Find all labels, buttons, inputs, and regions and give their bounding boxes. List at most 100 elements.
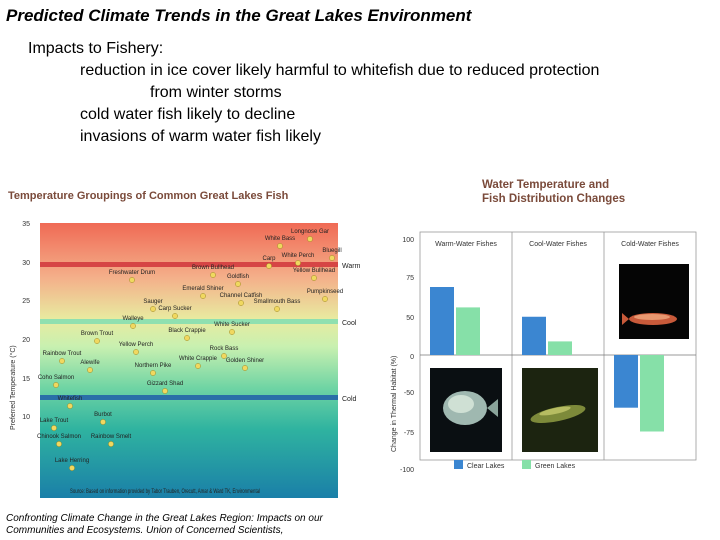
fish-point: [56, 441, 62, 447]
fish-label: Brown Trout: [81, 331, 114, 337]
fish-label: Smallmouth Bass: [254, 299, 301, 305]
legend-swatch-clear: [454, 460, 463, 469]
bullet-warm-water: invasions of warm water fish likely: [80, 128, 321, 145]
fish-point: [59, 358, 65, 364]
fish-label: Longnose Gar: [291, 229, 329, 235]
citation: Confronting Climate Change in the Great …: [6, 513, 323, 537]
warm-water-fish-photo: [430, 368, 502, 452]
warm-band-line: [40, 262, 338, 267]
fish-label: Coho Salmon: [38, 375, 74, 381]
fish-point: [221, 353, 227, 359]
cold-water-fish-photo: [619, 264, 689, 339]
fish-point: [87, 367, 93, 373]
fish-point: [100, 419, 106, 425]
fish-label: Rock Bass: [210, 346, 239, 352]
fish-label: Freshwater Drum: [109, 270, 155, 276]
fish-point: [130, 323, 136, 329]
fish-point: [307, 236, 313, 242]
fish-label: Whitefish: [58, 396, 83, 402]
fish-label: Goldfish: [227, 274, 249, 280]
right-y-tick-75: 75: [406, 275, 414, 282]
fish-points: Freshwater Drum Brown Bullhead Goldfish Lon…: [37, 229, 343, 471]
right-y-tick-50: 50: [406, 315, 414, 322]
fish-point: [108, 441, 114, 447]
impacts-heading: Impacts to Fishery:: [28, 40, 164, 57]
y-tick-10: 10: [22, 414, 30, 421]
fish-point: [238, 300, 244, 306]
fish-label: Black Crappie: [168, 328, 206, 334]
fish-point: [322, 296, 328, 302]
fish-label: Gizzard Shad: [147, 381, 183, 387]
bullet-ice-cover: reduction in ice cover likely harmful to…: [80, 62, 600, 79]
legend-swatch-green: [522, 460, 531, 469]
fish-label: Carp Sucker: [158, 306, 191, 312]
fish-label: White Bass: [265, 236, 295, 242]
cool-band-line: [40, 319, 338, 324]
right-y-tick-100: 100: [402, 237, 414, 244]
fish-label: Yellow Perch: [119, 342, 153, 348]
fish-label: Burbot: [94, 412, 112, 418]
bar-green-0: [456, 307, 480, 355]
fish-point: [150, 306, 156, 312]
fish-label: White Perch: [282, 253, 315, 259]
warm-band-label: Warm: [342, 263, 361, 270]
fish-point: [329, 255, 335, 261]
fish-point: [150, 370, 156, 376]
category-label-cold: Cold-Water Fishes: [621, 241, 679, 248]
cold-band-line: [40, 395, 338, 400]
left-y-axis-label: Preferred Temperature (°C): [9, 345, 17, 430]
fish-point: [242, 365, 248, 371]
right-figure-title: Water Temperature and Fish Distribution …: [482, 178, 625, 206]
fish-label: Walleye: [122, 316, 144, 322]
bar-green-2: [640, 355, 664, 432]
fish-point: [162, 388, 168, 394]
y-tick-20: 20: [22, 337, 30, 344]
fish-label: Sauger: [143, 299, 162, 305]
fish-label: Channel Catfish: [220, 293, 263, 299]
legend-label-green: Green Lakes: [535, 463, 576, 470]
y-tick-35: 35: [22, 221, 30, 228]
category-label-warm: Warm-Water Fishes: [435, 241, 497, 248]
fish-point: [295, 260, 301, 266]
right-y-tick-minus-100: -100: [400, 467, 414, 474]
left-figure-title: Temperature Groupings of Common Great La…: [8, 190, 289, 202]
cool-water-fish-photo: [522, 368, 598, 452]
fish-point: [172, 313, 178, 319]
bullet-cold-water: cold water fish likely to decline: [80, 106, 296, 123]
fish-label: Pumpkinseed: [307, 289, 343, 295]
fish-point: [311, 275, 317, 281]
bar-clear-1: [522, 316, 546, 355]
fish-point: [94, 338, 100, 344]
bar-series: [430, 287, 664, 432]
left-figure-source: Source: Based on information provided by…: [70, 489, 260, 495]
fish-label: Lake Trout: [40, 418, 69, 424]
fish-point: [235, 281, 241, 287]
fish-label: Lake Herring: [55, 458, 89, 464]
fish-label: Rainbow Trout: [43, 351, 82, 357]
fish-distribution-chart: 100 75 50 0 -50 -75 -100 Change in Therm…: [391, 231, 697, 474]
fish-point: [53, 382, 59, 388]
fish-label: Emerald Shiner: [182, 286, 223, 292]
fish-label: Rainbow Smelt: [91, 434, 132, 440]
fish-point: [133, 349, 139, 355]
citation-line-2: Communities and Ecosystems. Union of Con…: [6, 525, 284, 536]
bar-clear-2: [614, 355, 638, 408]
fish-label: White Crappie: [179, 356, 218, 362]
bar-clear-0: [430, 287, 454, 355]
fish-point: [274, 306, 280, 312]
category-label-cool: Cool-Water Fishes: [529, 241, 587, 248]
fish-point: [266, 263, 272, 269]
fish-point: [277, 243, 283, 249]
fish-label: Alewife: [80, 360, 100, 366]
right-y-tick-minus-50: -50: [404, 390, 414, 397]
y-tick-25: 25: [22, 298, 30, 305]
fish-label: Carp: [262, 256, 276, 262]
right-y-axis-label: Change in Thermal Habitat (%): [391, 356, 398, 452]
legend-label-clear: Clear Lakes: [467, 463, 505, 470]
temperature-gradient-plot: [40, 223, 338, 498]
cold-band-label: Cold: [342, 396, 357, 403]
slide-title: Predicted Climate Trends in the Great La…: [6, 6, 472, 25]
bar-green-1: [548, 341, 572, 355]
temperature-groupings-figure: Warm Cool Cold 35 30 25 20 15 10 Preferr…: [9, 221, 361, 498]
fish-point: [200, 293, 206, 299]
